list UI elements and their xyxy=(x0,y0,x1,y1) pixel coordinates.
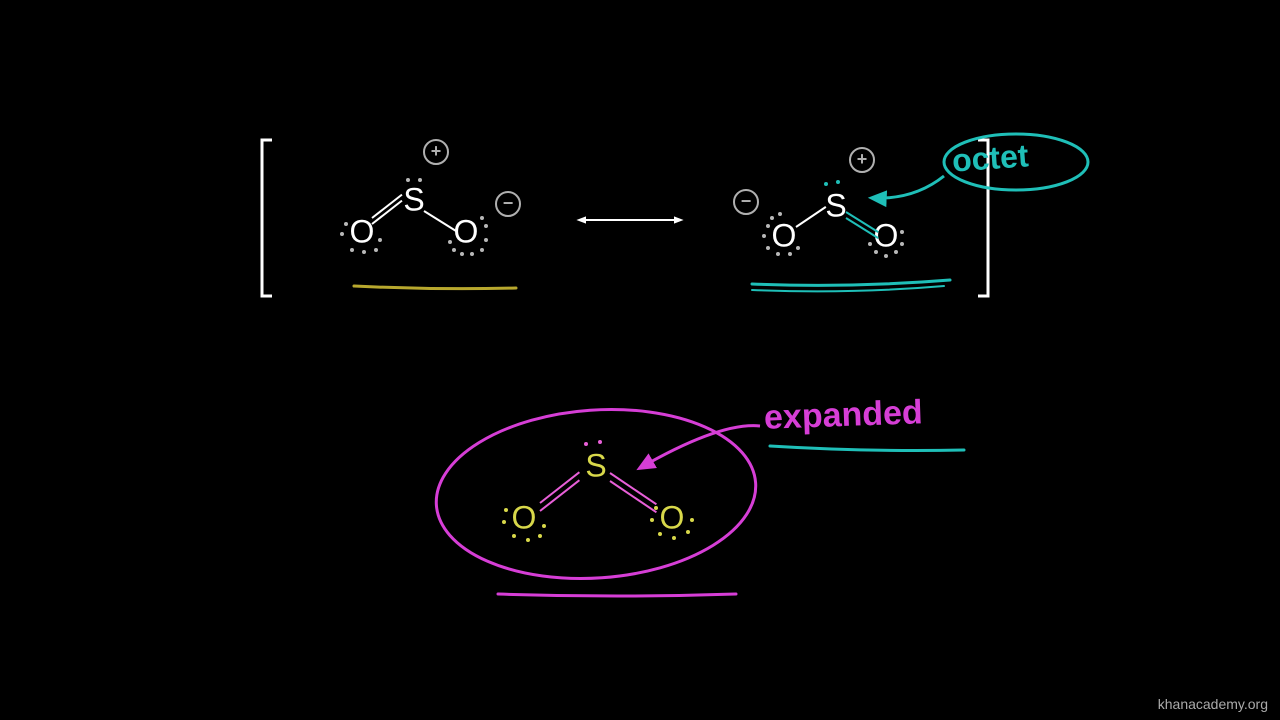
charge-icon: + xyxy=(423,139,449,165)
lone-pair-dot xyxy=(650,518,654,522)
lone-pair-dot xyxy=(884,254,888,258)
lone-pair-dot xyxy=(484,224,488,228)
lone-pair-dot xyxy=(796,246,800,250)
charge-icon: + xyxy=(849,147,875,173)
lone-pair-dot xyxy=(778,212,782,216)
lone-pair-dot xyxy=(824,182,828,186)
lone-pair-dot xyxy=(448,240,452,244)
atom-o: O xyxy=(660,500,685,537)
atom-s: S xyxy=(403,182,424,219)
bond-line xyxy=(539,471,580,503)
lone-pair-dot xyxy=(836,180,840,184)
lone-pair-dot xyxy=(776,252,780,256)
bond-line xyxy=(371,194,402,219)
lone-pair-dot xyxy=(766,224,770,228)
charge-icon: − xyxy=(733,189,759,215)
expanded-label: expanded xyxy=(763,393,923,438)
lone-pair-dot xyxy=(598,440,602,444)
lone-pair-dot xyxy=(900,230,904,234)
lone-pair-dot xyxy=(526,538,530,542)
lone-pair-dot xyxy=(504,508,508,512)
lone-pair-dot xyxy=(406,178,410,182)
lone-pair-dot xyxy=(378,238,382,242)
bond-line xyxy=(795,206,826,228)
lone-pair-dot xyxy=(762,234,766,238)
octet-label: octet xyxy=(951,137,1030,179)
watermark-text: khanacademy.org xyxy=(1158,696,1268,712)
lone-pair-dot xyxy=(480,216,484,220)
atom-o: O xyxy=(512,500,537,537)
lone-pair-dot xyxy=(900,242,904,246)
lone-pair-dot xyxy=(480,248,484,252)
lone-pair-dot xyxy=(418,178,422,182)
lone-pair-dot xyxy=(484,238,488,242)
lone-pair-dot xyxy=(502,520,506,524)
lone-pair-dot xyxy=(584,442,588,446)
bond-line xyxy=(423,210,456,232)
atom-s: S xyxy=(585,448,606,485)
lone-pair-dot xyxy=(542,524,546,528)
lone-pair-dot xyxy=(340,232,344,236)
lone-pair-dot xyxy=(344,222,348,226)
lone-pair-dot xyxy=(374,248,378,252)
bond-line xyxy=(609,472,657,505)
lone-pair-dot xyxy=(868,242,872,246)
lone-pair-dot xyxy=(362,250,366,254)
atom-o: O xyxy=(772,218,797,255)
lone-pair-dot xyxy=(538,534,542,538)
lone-pair-dot xyxy=(672,536,676,540)
lone-pair-dot xyxy=(512,534,516,538)
lone-pair-dot xyxy=(788,252,792,256)
bond-line xyxy=(609,480,657,513)
atom-o: O xyxy=(454,214,479,251)
lone-pair-dot xyxy=(452,248,456,252)
lone-pair-dot xyxy=(658,532,662,536)
lone-pair-dot xyxy=(690,518,694,522)
lone-pair-dot xyxy=(460,252,464,256)
lone-pair-dot xyxy=(686,530,690,534)
bond-line xyxy=(539,479,580,511)
charge-icon: − xyxy=(495,191,521,217)
lone-pair-dot xyxy=(770,216,774,220)
lone-pair-dot xyxy=(350,248,354,252)
diagram-strokes-svg xyxy=(0,0,1280,720)
lone-pair-dot xyxy=(894,250,898,254)
atom-s: S xyxy=(825,188,846,225)
lone-pair-dot xyxy=(874,250,878,254)
lone-pair-dot xyxy=(766,246,770,250)
lone-pair-dot xyxy=(470,252,474,256)
atom-o: O xyxy=(350,214,375,251)
